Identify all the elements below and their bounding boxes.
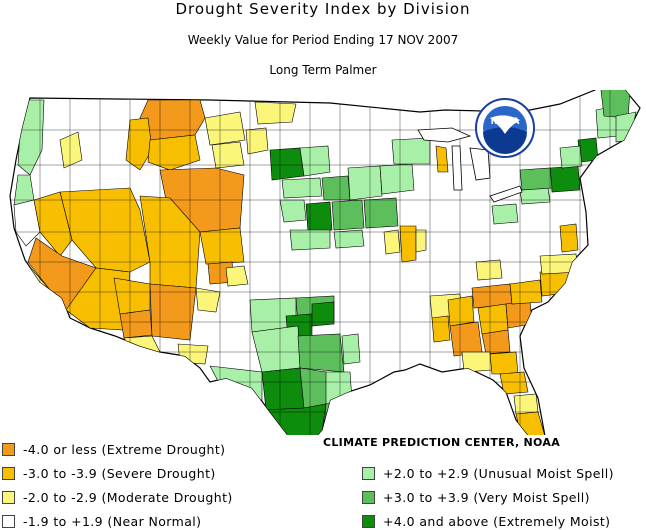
noaa-logo: NOAA (475, 98, 535, 158)
division-sc-coast (531, 309, 561, 333)
division-boundaries (10, 90, 640, 435)
map-subtitle-period: Weekly Value for Period Ending 17 NOV 20… (187, 33, 459, 47)
division-mn-south (391, 137, 431, 165)
division-nm-south (177, 343, 209, 365)
division-ks-east (331, 199, 365, 231)
legend-item-near-normal: -1.9 to +1.9 (Near Normal) (2, 513, 201, 529)
division-ga-central (481, 329, 511, 355)
division-tx-east (321, 371, 353, 405)
lake-huron (469, 147, 491, 181)
legend-swatch (2, 442, 15, 456)
legend-label: +4.0 and above (Extremely Moist) (383, 513, 611, 529)
division-co-west (199, 227, 245, 265)
division-sd-east (299, 145, 331, 177)
division-ca-sacramento (33, 191, 73, 257)
division-ca-north-coast (13, 199, 41, 247)
division-mt-central (204, 111, 246, 146)
legend-swatch (2, 466, 15, 480)
legend-item-extremely-moist: +4.0 and above (Extremely Moist) (362, 513, 610, 529)
legend-swatch (362, 490, 375, 504)
division-ga-southeast (489, 351, 519, 375)
division-mt-northcentral (254, 101, 297, 125)
division-ny-west (519, 167, 553, 191)
credit-label: CLIMATE PREDICTION CENTER, NOAA (323, 436, 561, 449)
division-al-north (449, 321, 483, 357)
division-wi-north (435, 145, 449, 173)
lake-michigan (451, 145, 463, 191)
division-ma (559, 145, 583, 169)
division-tx-coast (323, 399, 353, 431)
division-la-west (341, 333, 361, 365)
division-az-central (119, 309, 153, 339)
division-wy-north (245, 127, 269, 155)
legend-label: +3.0 to +3.9 (Very Moist Spell) (383, 489, 590, 505)
division-nm-west (195, 287, 221, 313)
division-tx-central (299, 367, 327, 409)
legend-item-very-moist: +3.0 to +3.9 (Very Moist Spell) (362, 489, 590, 505)
legend-item-moderate-drought: -2.0 to -2.9 (Moderate Drought) (2, 489, 233, 505)
division-il-central (383, 229, 401, 255)
legend-label: -1.9 to +1.9 (Near Normal) (23, 513, 202, 529)
division-md (559, 223, 579, 253)
division-oh-northeast (491, 203, 519, 225)
legend-item-extreme-drought: -4.0 or less (Extreme Drought) (2, 441, 225, 457)
division-ne-central (321, 175, 351, 201)
legend-label: -3.0 to -3.9 (Severe Drought) (23, 465, 216, 481)
division-mt-south (211, 141, 245, 169)
division-wa-central (59, 131, 83, 169)
division-id-north (125, 117, 153, 171)
division-ne-east (347, 165, 383, 201)
lake-superior (417, 127, 472, 143)
division-az-north (113, 277, 151, 315)
legend-label: -2.0 to -2.9 (Moderate Drought) (23, 489, 233, 505)
legend-swatch (362, 466, 375, 480)
division-in-west (415, 229, 427, 253)
map-subtitle-index: Long Term Palmer (269, 63, 377, 77)
us-drought-map: NOAA (9, 90, 641, 435)
division-pa-east (519, 187, 551, 205)
legend-swatch (362, 514, 375, 528)
division-ny-central (549, 165, 581, 193)
division-mo-west (333, 229, 365, 249)
division-ks-northwest (279, 199, 307, 223)
division-co-southeast (225, 265, 249, 287)
legend-label: -4.0 or less (Extreme Drought) (23, 441, 226, 457)
division-ok-east (311, 301, 335, 327)
legend-swatch (2, 490, 15, 504)
division-tx-south (265, 403, 327, 435)
legend-label: +2.0 to +2.9 (Unusual Moist Spell) (383, 465, 614, 481)
division-tx-far-west (209, 365, 263, 401)
map-title: Drought Severity Index by Division (175, 0, 471, 18)
division-ga-south (461, 351, 493, 373)
legend-swatch (2, 514, 15, 528)
noaa-logo-text: NOAA (491, 117, 520, 127)
legend-item-unusual-moist: +2.0 to +2.9 (Unusual Moist Spell) (362, 465, 614, 481)
division-ia-north (379, 163, 415, 195)
division-az-east (149, 283, 197, 341)
division-ga-north (477, 303, 509, 335)
division-me-east (615, 111, 637, 143)
lake-erie (489, 185, 523, 203)
division-sc-west (505, 299, 533, 329)
division-ia-south (363, 197, 399, 229)
legend-item-severe-drought: -3.0 to -3.9 (Severe Drought) (2, 465, 216, 481)
division-ne-north (281, 177, 323, 199)
division-ky-east (475, 259, 503, 281)
division-ks-central (305, 201, 333, 233)
division-tn-west (431, 315, 451, 343)
division-va-south (539, 253, 579, 275)
division-fl-central (513, 393, 539, 415)
division-nv (59, 187, 151, 273)
division-tx-north-central (297, 333, 345, 373)
division-nd-west (269, 147, 305, 181)
division-tx-west-central (261, 367, 305, 411)
division-ms-north (447, 295, 475, 327)
division-il-east (399, 225, 417, 263)
division-fl-north (499, 371, 529, 395)
